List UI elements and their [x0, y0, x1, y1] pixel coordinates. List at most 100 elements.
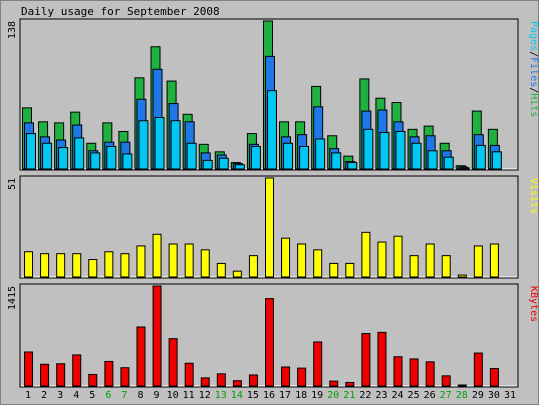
bar-kbytes-day-4 — [72, 354, 82, 387]
bar-kbytes-day-18 — [297, 367, 307, 387]
bar-pages-day-21 — [347, 162, 358, 170]
bar-kbytes-day-19 — [313, 341, 323, 387]
x-tick-label-day-27: 27 — [440, 390, 452, 401]
bar-pages-day-28 — [459, 167, 470, 170]
x-tick-label-day-26: 26 — [424, 390, 436, 401]
x-tick-label-day-8: 8 — [137, 390, 143, 401]
bar-visits-day-16 — [265, 177, 274, 278]
bar-kbytes-day-10 — [168, 338, 178, 387]
bar-visits-day-26 — [425, 243, 435, 278]
bar-visits-day-21 — [345, 262, 355, 278]
bar-visits-day-1 — [24, 251, 34, 278]
bar-pages-day-20 — [331, 152, 342, 170]
x-tick-label-day-6: 6 — [105, 390, 111, 401]
bar-visits-day-25 — [409, 255, 419, 278]
bar-pages-day-13 — [218, 157, 229, 170]
x-tick-label-day-29: 29 — [472, 390, 484, 401]
legend-visits: Visits — [528, 178, 539, 214]
x-tick-label-day-25: 25 — [408, 390, 420, 401]
bar-visits-day-28 — [457, 274, 467, 278]
bar-kbytes-day-21 — [345, 381, 355, 387]
x-tick-label-day-22: 22 — [359, 390, 371, 401]
x-tick-label-day-17: 17 — [279, 390, 291, 401]
x-tick-label-day-11: 11 — [183, 390, 195, 401]
bar-kbytes-day-26 — [425, 361, 435, 387]
bar-kbytes-day-28 — [457, 384, 467, 387]
bar-kbytes-day-14 — [232, 380, 242, 387]
bar-visits-day-17 — [281, 237, 291, 278]
bar-kbytes-day-5 — [88, 373, 98, 387]
bar-visits-day-23 — [377, 241, 387, 278]
bar-kbytes-day-9 — [152, 285, 162, 387]
bar-kbytes-day-12 — [200, 377, 210, 387]
x-tick-label-day-9: 9 — [154, 390, 160, 401]
bar-visits-day-18 — [297, 243, 307, 278]
legend-entry-kbytes-0: KBytes — [528, 286, 539, 322]
legend-hits-files-pages: Pages/Files/Hits — [528, 21, 539, 117]
bar-visits-day-2 — [40, 253, 50, 278]
bar-kbytes-day-13 — [216, 373, 226, 387]
bar-pages-day-6 — [106, 145, 117, 170]
bar-visits-day-7 — [120, 253, 130, 278]
y-max-label-visits: 51 — [7, 178, 18, 190]
bar-pages-day-2 — [42, 142, 53, 170]
x-tick-label-day-13: 13 — [215, 390, 227, 401]
bar-pages-day-11 — [186, 142, 197, 170]
bar-kbytes-day-7 — [120, 367, 130, 387]
x-tick-label-day-4: 4 — [73, 390, 79, 401]
bar-kbytes-day-27 — [441, 375, 451, 387]
bar-pages-day-3 — [58, 147, 69, 170]
legend-entry-hits-files-pages-0: Pages — [528, 21, 539, 51]
legend-entry-visits-0: Visits — [528, 178, 539, 214]
bar-pages-day-26 — [427, 150, 438, 170]
x-tick-label-day-24: 24 — [391, 390, 403, 401]
x-tick-label-day-14: 14 — [231, 390, 243, 401]
x-tick-label-day-31: 31 — [504, 390, 516, 401]
x-tick-label-day-30: 30 — [488, 390, 500, 401]
bar-visits-day-30 — [489, 243, 499, 278]
x-tick-label-day-1: 1 — [25, 390, 31, 401]
x-tick-label-day-28: 28 — [456, 390, 468, 401]
bar-kbytes-day-17 — [281, 366, 291, 387]
bar-kbytes-day-1 — [24, 351, 34, 387]
bar-pages-day-4 — [74, 137, 85, 170]
bar-visits-day-10 — [168, 243, 178, 278]
bar-pages-day-27 — [443, 156, 454, 170]
bar-pages-day-25 — [411, 142, 422, 170]
x-tick-label-day-21: 21 — [343, 390, 355, 401]
bar-pages-day-19 — [315, 138, 326, 170]
bar-kbytes-day-22 — [361, 333, 371, 387]
bar-visits-day-11 — [184, 243, 194, 278]
x-tick-label-day-2: 2 — [41, 390, 47, 401]
bar-visits-day-19 — [313, 249, 323, 278]
bar-kbytes-day-16 — [265, 298, 274, 387]
bar-visits-day-8 — [136, 245, 146, 278]
bar-pages-day-1 — [26, 133, 36, 170]
x-tick-label-day-15: 15 — [247, 390, 259, 401]
bar-pages-day-15 — [250, 145, 261, 170]
bar-pages-day-30 — [491, 151, 502, 170]
x-tick-label-day-3: 3 — [57, 390, 63, 401]
bar-visits-day-5 — [88, 259, 98, 278]
bar-kbytes-day-20 — [329, 380, 339, 387]
x-tick-label-day-10: 10 — [167, 390, 179, 401]
bar-kbytes-day-29 — [473, 352, 483, 387]
legend-entry-hits-files-pages-4: Hits — [528, 93, 539, 117]
bar-visits-day-13 — [216, 262, 226, 278]
bar-visits-day-6 — [104, 251, 114, 278]
bar-pages-day-7 — [122, 153, 133, 170]
bar-kbytes-day-8 — [136, 326, 146, 387]
y-max-label-hits-files-pages: 138 — [7, 21, 18, 39]
bar-visits-day-15 — [248, 255, 258, 278]
bar-kbytes-day-24 — [393, 356, 403, 387]
chart-title: Daily usage for September 2008 — [21, 5, 220, 18]
bar-visits-day-14 — [232, 270, 242, 278]
x-tick-label-day-18: 18 — [295, 390, 307, 401]
bar-visits-day-29 — [473, 245, 483, 278]
bar-pages-day-10 — [170, 120, 181, 170]
bar-pages-day-16 — [266, 90, 277, 170]
x-tick-label-day-19: 19 — [311, 390, 323, 401]
x-tick-label-day-16: 16 — [263, 390, 275, 401]
